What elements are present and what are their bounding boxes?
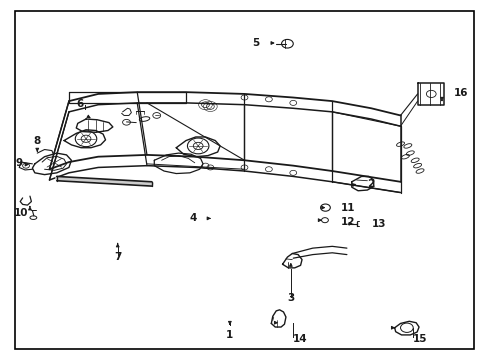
Text: 16: 16 [453, 88, 468, 98]
Text: 1: 1 [226, 330, 233, 340]
Text: 4: 4 [189, 213, 196, 223]
Text: 10: 10 [14, 208, 28, 218]
Text: 7: 7 [114, 252, 121, 262]
Text: 12: 12 [340, 217, 355, 227]
Text: 8: 8 [34, 136, 41, 146]
Text: 9: 9 [16, 158, 22, 168]
Text: 14: 14 [293, 334, 307, 344]
Text: 11: 11 [340, 203, 355, 213]
Text: 3: 3 [286, 293, 294, 303]
Text: 5: 5 [251, 38, 259, 48]
Text: 15: 15 [412, 334, 427, 344]
Text: 2: 2 [366, 179, 374, 189]
Text: 13: 13 [371, 219, 386, 229]
Text: 6: 6 [76, 99, 83, 109]
